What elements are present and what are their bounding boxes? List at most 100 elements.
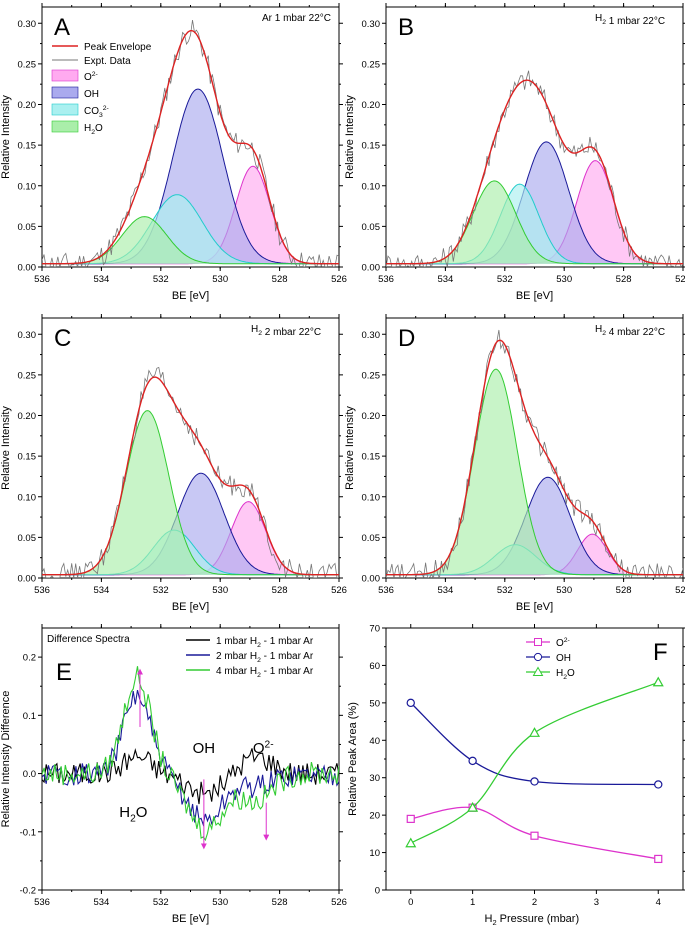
y-tick-label: 0.1 — [23, 711, 36, 722]
legend-label-1: OH — [84, 89, 99, 100]
legend-label-2: H2O — [556, 668, 575, 681]
panel-letter: F — [653, 639, 668, 666]
component-fill-0 — [42, 501, 339, 575]
text-span: 2 — [563, 674, 567, 681]
y-tick-label: 0.10 — [362, 181, 381, 192]
text-span: - 1 mbar Ar — [261, 666, 314, 677]
x-tick-label: 528 — [616, 585, 632, 596]
x-tick-label: 526 — [331, 585, 347, 596]
panel-letter: E — [56, 659, 72, 686]
axes-1: 536 534 532 530 528 526 0.00 0.05 0.10 0.15 0.20 0.… — [344, 3, 685, 302]
marker-triangle — [528, 727, 541, 737]
text-span: 2- — [564, 637, 570, 644]
text-span: O — [567, 668, 575, 679]
y-tick-label: 0.15 — [18, 141, 37, 152]
difference-series-1 — [42, 689, 339, 827]
x-tick-label: 530 — [212, 585, 228, 596]
text-span: 2 — [492, 918, 496, 927]
text-span: CO — [84, 106, 99, 117]
y-tick-label: 0.30 — [18, 330, 37, 341]
text-span: H — [84, 123, 91, 134]
y-tick-label: 0.10 — [18, 492, 37, 503]
y-tick-label: 0.05 — [18, 533, 37, 544]
text-span: H — [485, 913, 493, 925]
x-tick-label: 526 — [331, 274, 347, 285]
series-line-0 — [410, 806, 659, 860]
component-fill-3 — [386, 180, 683, 264]
text-span: 2 mbar 22°C — [262, 327, 321, 338]
x-tick-label: 4 — [656, 897, 661, 908]
peak-envelope-line — [386, 339, 683, 576]
marker-triangle — [467, 801, 479, 812]
text-span: O — [136, 804, 148, 821]
x-tick-label: 532 — [153, 274, 169, 285]
marker-circle — [654, 780, 663, 789]
legend-swatch-1 — [51, 86, 79, 99]
series-line-1 — [410, 702, 659, 786]
text-span: 2 — [130, 813, 136, 824]
expt-data-line — [42, 366, 339, 578]
condition-label: Ar 1 mbar 22°C — [262, 13, 331, 24]
annotation-o2: O2- — [253, 739, 274, 757]
text-span: H — [251, 324, 258, 335]
axes-e: 536 534 532 530 528 526 -0.2 -0.1 0.0 0.1 0.2 BE [e… — [0, 624, 347, 925]
x-tick-label: 526 — [331, 897, 347, 908]
panel-letter: A — [54, 14, 70, 41]
legend-expt-label: Expt. Data — [84, 56, 131, 67]
legend-label-1: 2 mbar H2 - 1 mbar Ar — [216, 651, 314, 664]
y-tick-label: 50 — [369, 698, 380, 709]
text-span: O — [84, 72, 92, 83]
condition-label: H2 1 mbar 22°C — [595, 13, 665, 27]
x-tick-label: 534 — [437, 274, 453, 285]
condition-label: H2 4 mbar 22°C — [595, 324, 665, 338]
marker-triangle — [652, 676, 664, 687]
y-tick-label: 0.00 — [362, 574, 381, 585]
y-tick-label: 10 — [369, 848, 380, 859]
x-tick-label: 534 — [437, 585, 453, 596]
x-tick-label: 536 — [34, 897, 50, 908]
y-tick-label: 0.10 — [362, 492, 381, 503]
marker-circle — [530, 777, 539, 786]
x-tick-label: 534 — [93, 585, 109, 596]
text-span: OH — [84, 89, 99, 100]
y-tick-label: 0.25 — [18, 59, 37, 70]
y-tick-label: 30 — [369, 773, 380, 784]
x-axis-label: BE [eV] — [516, 601, 553, 613]
annotation-oh: OH — [193, 740, 216, 757]
x-tick-label: 532 — [497, 585, 513, 596]
peak-envelope-line — [42, 30, 339, 265]
legend-swatch-0 — [51, 69, 79, 82]
text-span: 2 mbar H — [216, 651, 257, 662]
text-span: 2 — [257, 672, 261, 679]
x-axis-label: BE [eV] — [172, 601, 209, 613]
legend-label-2: CO32- — [84, 105, 109, 119]
marker-circle — [468, 756, 477, 766]
x-tick-label: 536 — [378, 274, 394, 285]
y-tick-label: -0.1 — [20, 827, 36, 838]
x-tick-label: 526 — [675, 585, 685, 596]
expt-data-line — [42, 20, 339, 267]
legend-label-0: 1 mbar H2 - 1 mbar Ar — [216, 636, 314, 649]
text-span: Pressure (mbar) — [497, 913, 580, 925]
y-axis-label: Relative Intensity — [0, 406, 12, 490]
y-tick-label: 0.05 — [362, 533, 381, 544]
y-tick-label: 20 — [369, 811, 380, 822]
component-fill-3 — [42, 216, 339, 264]
plot-area — [386, 329, 683, 578]
component-fill-1 — [386, 141, 683, 264]
x-tick-label: 528 — [272, 897, 288, 908]
text-span: 2- — [265, 739, 274, 750]
component-fill-3 — [42, 410, 339, 575]
x-tick-label: 536 — [34, 585, 50, 596]
panel-letter: C — [54, 325, 71, 352]
marker-square — [654, 854, 663, 864]
plot-area — [42, 666, 339, 842]
text-span: - 1 mbar Ar — [261, 636, 314, 647]
text-span: H — [119, 804, 130, 821]
y-tick-label: 0.30 — [18, 19, 37, 30]
y-tick-label: 0.25 — [362, 59, 381, 70]
text-span: 2- — [92, 71, 98, 78]
x-tick-label: 534 — [93, 897, 109, 908]
component-fill-0 — [386, 534, 683, 575]
